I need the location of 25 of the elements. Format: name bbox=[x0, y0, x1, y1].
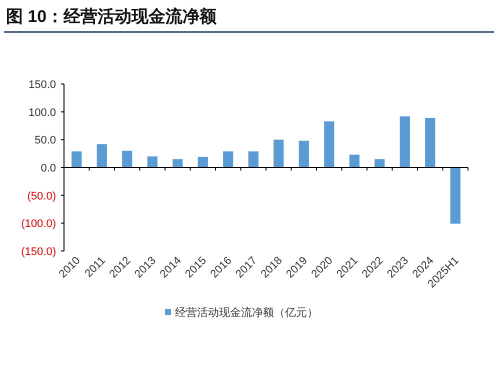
y-tick-label: 100.0 bbox=[28, 106, 56, 119]
bar bbox=[450, 168, 460, 224]
y-tick-label: (150.0) bbox=[21, 246, 56, 258]
y-tick-label: (50.0) bbox=[27, 190, 56, 202]
bar bbox=[72, 151, 82, 168]
bar bbox=[324, 121, 334, 168]
bar bbox=[96, 144, 107, 168]
y-tick-label: 150.0 bbox=[28, 79, 56, 91]
bar bbox=[122, 150, 132, 168]
bar bbox=[147, 156, 158, 168]
y-tick-label: (100.0) bbox=[21, 218, 56, 230]
bar bbox=[349, 154, 360, 168]
bar bbox=[425, 118, 436, 168]
y-tick-label: 0.0 bbox=[40, 162, 56, 174]
bar bbox=[198, 156, 208, 168]
bar bbox=[172, 159, 183, 168]
bar bbox=[274, 140, 284, 168]
bar bbox=[298, 140, 309, 168]
legend-label: 经营活动现金流净额（亿元） bbox=[175, 306, 318, 319]
bar bbox=[374, 159, 385, 168]
y-tick-label: 50.0 bbox=[34, 134, 56, 147]
bar bbox=[223, 151, 234, 168]
chart-title: 图 10：经营活动现金流净额 bbox=[6, 7, 218, 26]
bar bbox=[400, 116, 410, 168]
bar bbox=[248, 151, 258, 168]
